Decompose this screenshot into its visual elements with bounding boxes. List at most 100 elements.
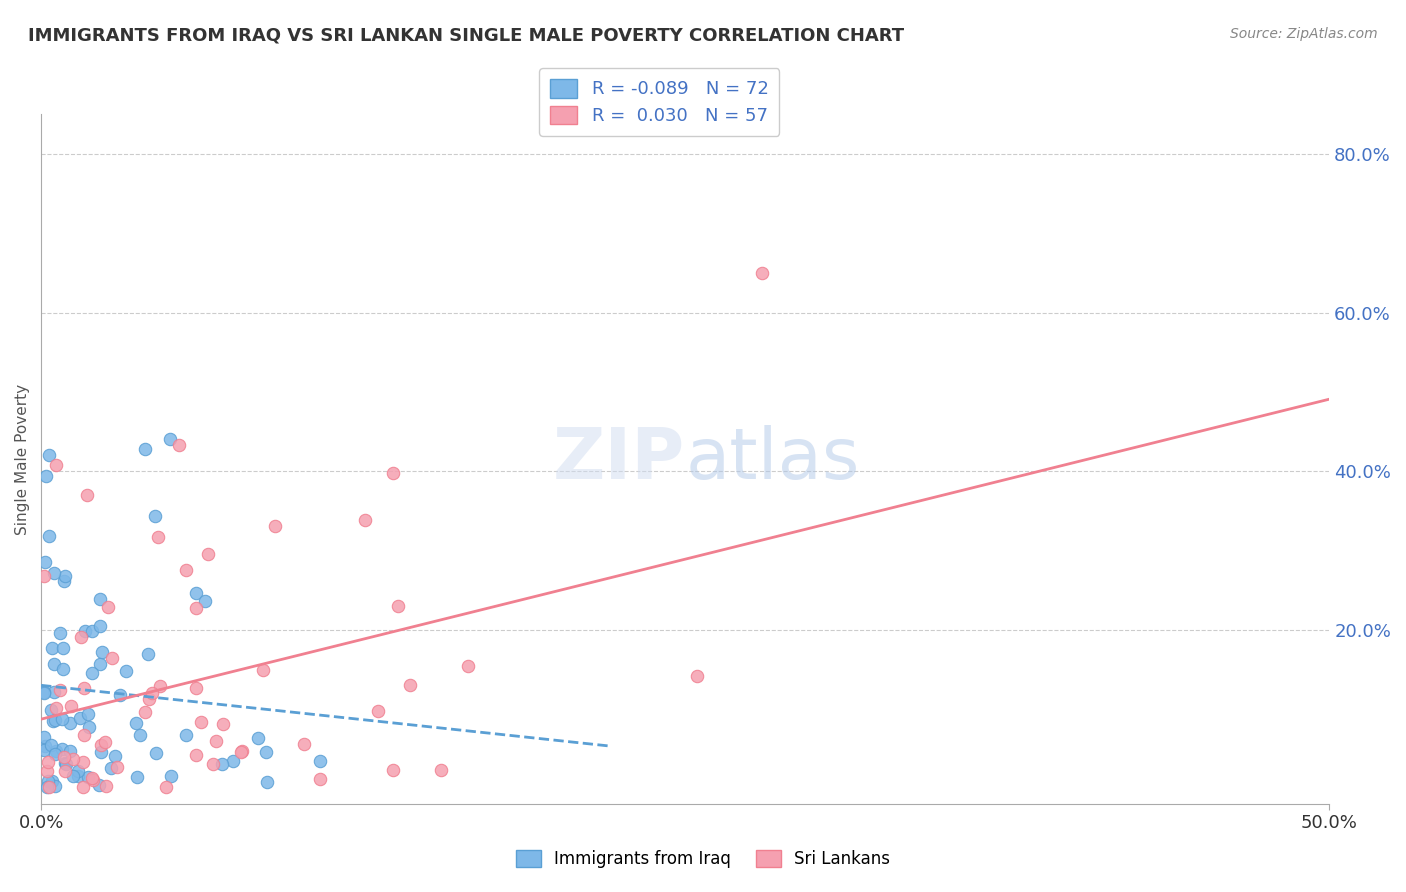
Point (169, 437, 191, 451)
Point (35, 780, 58, 795)
Point (73, 728, 96, 742)
Point (231, 744, 253, 758)
Point (155, 780, 177, 794)
Point (67, 764, 90, 779)
Point (39, 703, 62, 717)
Text: ZIP: ZIP (553, 425, 685, 493)
Point (39, 738, 62, 752)
Text: IMMIGRANTS FROM IRAQ VS SRI LANKAN SINGLE MALE POVERTY CORRELATION CHART: IMMIGRANTS FROM IRAQ VS SRI LANKAN SINGL… (28, 27, 904, 45)
Point (387, 599, 409, 613)
Point (127, 770, 149, 784)
Point (62, 752, 84, 766)
Point (399, 677, 422, 691)
Point (52, 662, 75, 676)
Point (44, 684, 66, 698)
Point (211, 716, 233, 731)
Point (247, 731, 270, 745)
Point (91, 645, 114, 659)
Point (186, 601, 208, 615)
Point (94, 735, 117, 749)
Point (256, 775, 278, 789)
Point (110, 688, 132, 702)
Point (141, 686, 163, 700)
Point (89, 619, 111, 633)
Point (45, 744, 67, 758)
Point (264, 519, 287, 533)
Point (59, 716, 82, 731)
Point (44, 779, 66, 793)
Point (48, 682, 70, 697)
Point (53, 574, 76, 588)
Point (66, 769, 89, 783)
Point (354, 513, 377, 527)
Point (129, 728, 152, 742)
Point (41, 640, 63, 655)
Point (58, 744, 80, 758)
Point (138, 692, 160, 706)
Point (115, 665, 138, 679)
Point (105, 760, 128, 774)
Text: atlas: atlas (685, 425, 859, 493)
Point (221, 754, 243, 768)
Point (62, 769, 84, 783)
Point (69, 711, 91, 725)
Point (457, 659, 479, 673)
Point (686, 669, 709, 683)
Point (45, 458, 67, 472)
Point (72, 756, 94, 770)
Point (149, 679, 172, 693)
Point (55, 757, 77, 772)
Point (125, 715, 148, 730)
Point (69, 631, 91, 645)
Point (32, 685, 55, 699)
Point (174, 728, 197, 742)
Point (80, 771, 103, 785)
Point (381, 466, 404, 480)
Point (52, 640, 75, 655)
Point (76, 770, 98, 784)
Point (77, 720, 100, 734)
Point (75, 624, 97, 639)
Point (35, 469, 58, 483)
Point (53, 764, 76, 779)
Point (41, 773, 63, 788)
Point (89, 657, 111, 671)
Point (45, 701, 67, 715)
Point (197, 547, 219, 561)
Y-axis label: Single Male Poverty: Single Male Poverty (15, 384, 30, 535)
Point (38, 528, 60, 542)
Point (82, 772, 104, 787)
Point (72, 780, 94, 795)
Legend: R = -0.089   N = 72, R =  0.030   N = 57: R = -0.089 N = 72, R = 0.030 N = 57 (540, 69, 779, 136)
Point (309, 754, 332, 768)
Point (32, 686, 55, 700)
Point (146, 531, 169, 545)
Point (90, 738, 112, 752)
Point (134, 442, 156, 456)
Point (53, 569, 76, 583)
Text: Source: ZipAtlas.com: Source: ZipAtlas.com (1230, 27, 1378, 41)
Point (190, 714, 212, 729)
Point (184, 681, 207, 696)
Point (96, 599, 118, 614)
Point (35, 764, 58, 779)
Point (101, 650, 124, 665)
Point (32, 743, 55, 757)
Point (292, 737, 315, 751)
Point (176, 564, 198, 578)
Point (184, 586, 207, 600)
Point (184, 747, 207, 762)
Point (76, 488, 98, 502)
Point (44, 747, 66, 761)
Point (51, 712, 73, 726)
Point (38, 448, 60, 462)
Point (194, 593, 217, 607)
Point (89, 592, 111, 607)
Point (34, 555, 56, 569)
Point (159, 433, 181, 447)
Point (51, 742, 73, 756)
Point (77, 707, 100, 722)
Point (42, 657, 65, 671)
Point (104, 748, 127, 763)
Point (53, 756, 76, 771)
